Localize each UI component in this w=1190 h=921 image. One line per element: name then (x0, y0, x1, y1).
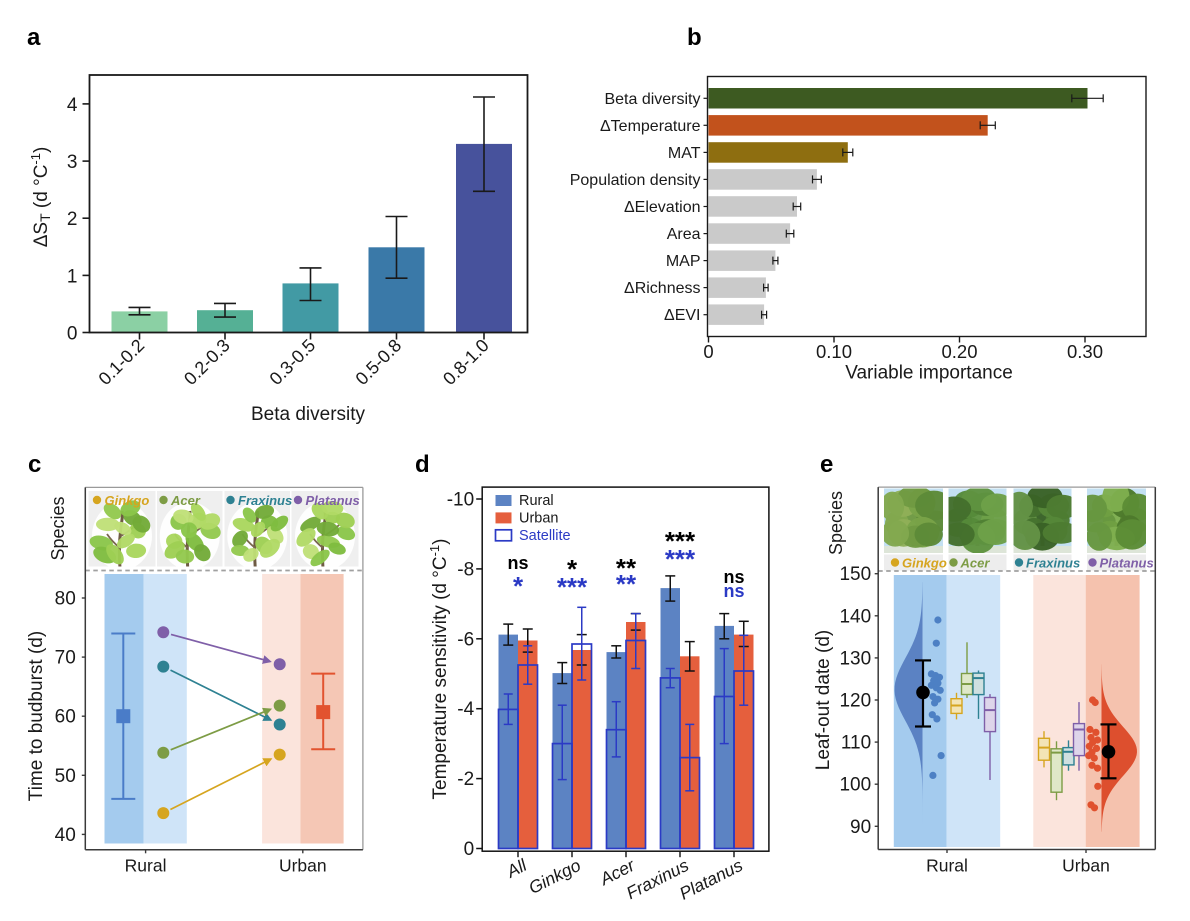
svg-text:40: 40 (55, 825, 76, 846)
svg-text:Platanus: Platanus (1100, 556, 1154, 571)
svg-text:2: 2 (67, 209, 78, 230)
svg-text:ΔElevation: ΔElevation (624, 199, 701, 216)
svg-text:*: * (513, 571, 524, 601)
svg-text:90: 90 (850, 817, 871, 838)
svg-text:Rural: Rural (519, 493, 554, 509)
svg-text:Platanus: Platanus (306, 493, 360, 508)
svg-text:Leaf-out date (d): Leaf-out date (d) (813, 630, 834, 770)
svg-text:Variable importance: Variable importance (845, 363, 1013, 384)
svg-text:110: 110 (841, 733, 871, 754)
svg-text:80: 80 (55, 589, 76, 610)
svg-text:Urban: Urban (1062, 856, 1110, 876)
svg-text:***: *** (665, 526, 696, 556)
svg-text:-6: -6 (457, 629, 474, 650)
svg-text:120: 120 (839, 691, 871, 712)
svg-text:70: 70 (55, 648, 76, 669)
svg-text:ΔTemperature: ΔTemperature (600, 118, 701, 135)
svg-text:150: 150 (839, 564, 871, 585)
svg-text:-10: -10 (447, 490, 474, 511)
svg-text:Species: Species (826, 491, 846, 555)
svg-text:0: 0 (67, 324, 78, 345)
svg-text:ΔEVI: ΔEVI (664, 307, 700, 324)
svg-text:ΔRichness: ΔRichness (624, 280, 701, 297)
svg-text:**: ** (616, 553, 637, 583)
svg-text:Fraxinus: Fraxinus (238, 493, 292, 508)
svg-text:50: 50 (55, 766, 76, 787)
svg-text:0: 0 (703, 341, 713, 362)
svg-text:-4: -4 (457, 699, 474, 720)
svg-text:d: d (415, 451, 430, 478)
svg-text:Time to budburst (d): Time to budburst (d) (26, 631, 47, 801)
svg-text:ns: ns (723, 581, 744, 601)
svg-text:Rural: Rural (926, 856, 968, 876)
svg-text:130: 130 (839, 648, 871, 669)
svg-text:Beta diversity: Beta diversity (604, 91, 700, 108)
svg-text:**: ** (616, 569, 637, 599)
svg-text:Species: Species (48, 496, 68, 560)
svg-text:140: 140 (839, 606, 871, 627)
svg-text:ns: ns (723, 567, 744, 587)
svg-text:0.20: 0.20 (941, 341, 977, 362)
svg-text:Fraxinus: Fraxinus (1026, 556, 1080, 571)
svg-text:e: e (820, 451, 833, 478)
svg-text:Population density: Population density (570, 172, 701, 189)
svg-text:a: a (27, 24, 41, 51)
svg-text:-8: -8 (457, 559, 474, 580)
svg-text:Acer: Acer (170, 493, 201, 508)
svg-text:Urban: Urban (519, 511, 559, 527)
svg-text:c: c (28, 451, 41, 478)
svg-text:***: *** (557, 572, 588, 602)
svg-text:MAP: MAP (666, 253, 701, 270)
svg-text:60: 60 (55, 707, 76, 728)
svg-text:MAT: MAT (668, 145, 701, 162)
svg-text:ns: ns (507, 553, 528, 573)
svg-text:-2: -2 (457, 769, 474, 790)
svg-text:Satellite: Satellite (519, 528, 571, 544)
svg-text:0.30: 0.30 (1067, 341, 1103, 362)
svg-text:b: b (687, 24, 702, 51)
svg-text:1: 1 (67, 266, 78, 287)
svg-text:3: 3 (67, 152, 78, 173)
svg-text:Temperature sensitivity (d °C-: Temperature sensitivity (d °C-1) (427, 539, 451, 800)
svg-text:Beta diversity: Beta diversity (251, 404, 366, 425)
svg-text:Ginkgo: Ginkgo (902, 556, 947, 571)
svg-text:Ginkgo: Ginkgo (105, 493, 150, 508)
svg-text:100: 100 (839, 775, 871, 796)
svg-text:*: * (567, 554, 578, 584)
svg-text:***: *** (665, 544, 696, 574)
svg-text:Acer: Acer (960, 556, 991, 571)
svg-text:Rural: Rural (125, 855, 167, 875)
svg-text:0.10: 0.10 (816, 341, 852, 362)
svg-text:4: 4 (67, 95, 78, 116)
svg-text:Urban: Urban (279, 855, 327, 875)
svg-text:Area: Area (667, 226, 701, 243)
svg-text:ΔST (d °C-1): ΔST (d °C-1) (28, 147, 53, 248)
svg-text:0: 0 (464, 839, 475, 860)
